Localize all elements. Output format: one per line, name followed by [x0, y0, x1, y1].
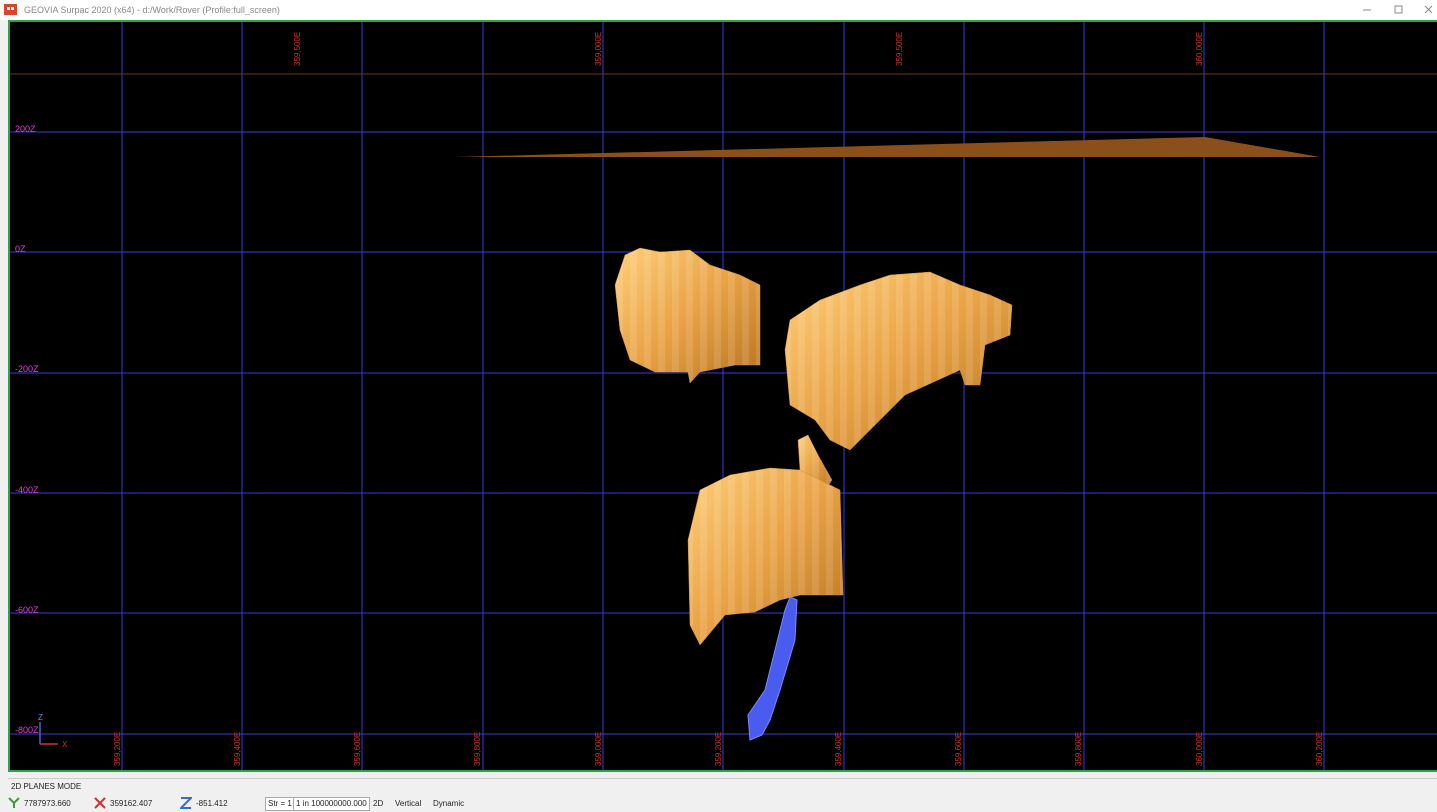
elevation-label: 0Z: [15, 244, 26, 254]
axis-z-label: Z: [38, 713, 43, 722]
topography-surface: [455, 137, 1320, 157]
elevation-label: -800Z: [15, 725, 39, 735]
y-icon: [8, 797, 20, 808]
bottom-coordinate-label: 359,200E: [714, 732, 723, 766]
bottom-coordinate-label: 359,200E: [113, 732, 122, 766]
scale-field[interactable]: 1 in 100000000.000: [293, 797, 370, 811]
orientation: Vertical: [395, 799, 422, 808]
x-coordinate: 359162.407: [110, 799, 153, 808]
bottom-coordinate-label: 359,600E: [353, 732, 362, 766]
ore-body-shading: [688, 468, 843, 645]
bottom-coordinate-label: 359,400E: [233, 732, 242, 766]
motion-mode: Dynamic: [433, 799, 465, 808]
x-icon: [94, 797, 106, 809]
bottom-coordinate-label: 360,200E: [1315, 732, 1324, 766]
y-coordinate: 7787973.660: [24, 799, 71, 808]
top-coordinate-label: 359,500E: [293, 32, 302, 66]
elevation-label: -200Z: [15, 364, 39, 374]
string-field[interactable]: Str = 1: [265, 797, 295, 811]
title-bar: GEOVIA Surpac 2020 (x64) - d:/Work/Rover…: [0, 0, 1437, 20]
restore-button[interactable]: [1394, 5, 1403, 14]
elevation-label: 200Z: [15, 124, 36, 134]
z-icon: [180, 797, 192, 809]
axis-x-label: X: [62, 740, 68, 749]
bottom-coordinate-label: 359,400E: [834, 732, 843, 766]
top-coordinate-label: 360,000E: [1195, 32, 1204, 66]
bottom-coordinate-label: 359,600E: [954, 732, 963, 766]
bottom-coordinate-label: 359,000E: [594, 732, 603, 766]
window-controls: [1363, 5, 1433, 14]
top-coordinate-label: 359,000E: [594, 32, 603, 66]
status-bar: 7787973.660 359162.407 -851.412 Str = 1 …: [0, 795, 1437, 812]
ore-body-shading: [785, 272, 1012, 450]
ore-body-shading: [615, 248, 760, 383]
top-coordinate-label: 359,500E: [895, 32, 904, 66]
ore-bodies: [614, 247, 1013, 741]
viewport-canvas: 359,500E 359,000E 359,500E 360,000E 359,200E…: [10, 22, 1437, 770]
elevation-label: -400Z: [15, 485, 39, 495]
graphics-viewport[interactable]: 359,500E 359,000E 359,500E 360,000E 359,200E…: [8, 20, 1437, 772]
close-button[interactable]: [1424, 5, 1433, 14]
blue-solid: [747, 596, 798, 741]
bottom-coordinate-label: 359,800E: [473, 732, 482, 766]
elevation-label: -600Z: [15, 605, 39, 615]
mode-bar: 2D PLANES MODE: [8, 778, 1437, 793]
bottom-coordinate-label: 360,000E: [1195, 732, 1204, 766]
mode-text: 2D PLANES MODE: [11, 782, 82, 791]
view-mode: 2D: [373, 799, 384, 808]
bottom-coordinate-label: 359,800E: [1074, 732, 1083, 766]
window-title: GEOVIA Surpac 2020 (x64) - d:/Work/Rover…: [24, 5, 280, 15]
app-icon: [4, 4, 17, 15]
z-coordinate: -851.412: [196, 799, 228, 808]
